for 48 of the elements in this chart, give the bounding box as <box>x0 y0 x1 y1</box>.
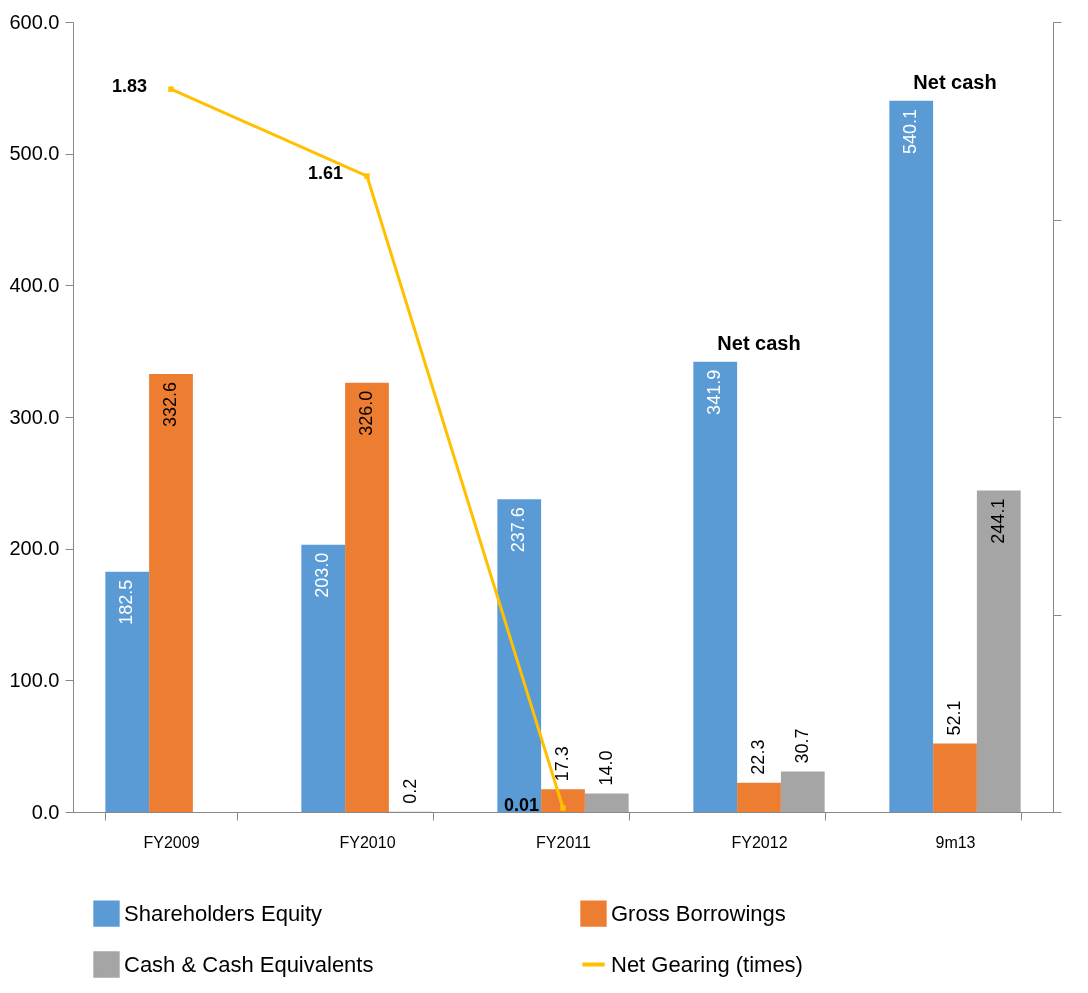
x-tick-label: FY2012 <box>731 833 788 851</box>
legend-label: Net Gearing (times) <box>611 951 803 977</box>
y-tick-label: 400.0 <box>9 273 60 296</box>
x-tick-label: FY2009 <box>143 833 200 851</box>
annotation: Net cash <box>913 70 997 93</box>
bar <box>780 771 825 812</box>
data-label: 0.01 <box>503 795 539 816</box>
bar <box>584 793 629 812</box>
data-label: 0.2 <box>399 778 420 804</box>
bar <box>933 743 977 812</box>
legend-label: Gross Borrowings <box>611 900 786 926</box>
x-tick-label: 9m13 <box>935 833 976 851</box>
y-tick-label: 300.0 <box>9 405 60 428</box>
data-label: 22.3 <box>748 739 768 775</box>
bar <box>541 789 585 812</box>
legend-label: Shareholders Equity <box>124 900 323 926</box>
data-label: 540.1 <box>900 108 921 154</box>
bar <box>737 782 781 812</box>
y-tick-label: 500.0 <box>9 142 60 165</box>
data-label: 30.7 <box>791 728 812 764</box>
data-label: 332.6 <box>160 382 180 428</box>
data-label: 341.9 <box>704 369 725 415</box>
x-tick-label: FY2011 <box>536 833 592 851</box>
bar <box>345 382 389 812</box>
bar <box>105 571 150 812</box>
data-label: 1.61 <box>307 163 343 184</box>
y-tick-label: 200.0 <box>9 537 60 560</box>
data-label: 1.83 <box>111 76 147 97</box>
y-tick-label: 600.0 <box>9 10 60 33</box>
data-label: 14.0 <box>595 750 616 786</box>
bar <box>693 361 738 812</box>
legend-label: Cash & Cash Equivalents <box>124 951 374 977</box>
bar <box>889 100 934 812</box>
data-label: 237.6 <box>508 507 529 553</box>
bar <box>497 499 542 812</box>
data-label: 52.1 <box>944 700 964 736</box>
bar <box>149 374 193 812</box>
y-tick-label: 100.0 <box>9 668 60 691</box>
data-label: 203.0 <box>312 552 333 598</box>
data-label: 17.3 <box>552 746 572 782</box>
bar <box>976 490 1021 812</box>
y-tick-label: 0.0 <box>31 800 60 823</box>
bar <box>301 544 346 812</box>
x-tick-label: FY2010 <box>339 833 396 851</box>
data-label: 326.0 <box>356 390 376 436</box>
annotation: Net cash <box>717 331 801 354</box>
data-label: 182.5 <box>116 579 137 625</box>
data-label: 244.1 <box>987 498 1008 544</box>
